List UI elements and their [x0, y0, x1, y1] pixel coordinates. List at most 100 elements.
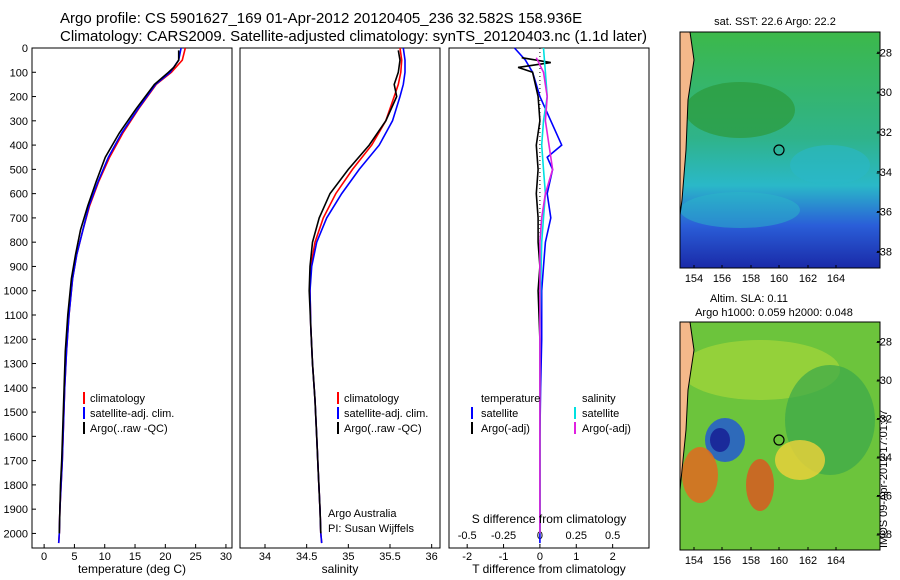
depth-tick-label: 300 — [10, 116, 28, 128]
depth-tick-label: 100 — [10, 67, 28, 79]
longitude-label: 164 — [827, 273, 845, 285]
legend-s-satellite: satellite — [582, 408, 619, 420]
latitude-label: -38 — [876, 246, 892, 258]
depth-tick-label: 1400 — [4, 383, 28, 395]
longitude-label: 164 — [827, 555, 845, 567]
legend-climatology: climatology — [90, 393, 146, 405]
x-tick-label: 35.5 — [379, 551, 400, 563]
depth-tick-label: 1600 — [4, 431, 28, 443]
legend-s-argo: Argo(-adj) — [582, 423, 631, 435]
x-tick-label: 36 — [426, 551, 438, 563]
legend-t-satellite: satellite — [481, 408, 518, 420]
pi-note: PI: Susan Wijffels — [328, 523, 414, 535]
legend-t-argo: Argo(-adj) — [481, 423, 530, 435]
s-difference-axis-title: S difference from climatology — [472, 512, 627, 526]
float-program-note: Argo Australia — [328, 508, 397, 520]
latitude-label: -32 — [876, 127, 892, 139]
latitude-label: -30 — [876, 375, 892, 387]
depth-tick-label: 900 — [10, 261, 28, 273]
legend-argo: Argo(..raw -QC) — [344, 423, 422, 435]
argo-location-marker — [773, 144, 785, 156]
sla-map: Altim. SLA: 0.11 Argo h1000: 0.059 h2000… — [679, 293, 892, 567]
salinity-axis-label: salinity — [322, 562, 359, 576]
sst-map: sat. SST: 22.6 Argo: 22.2 -28 -30 -32 -34 -3… — [679, 16, 892, 285]
sst-cool-patch — [680, 192, 800, 228]
depth-tick-label: 700 — [10, 213, 28, 225]
depth-tick-label: 2000 — [4, 528, 28, 540]
longitude-label: 156 — [713, 273, 731, 285]
legend-temperature-heading: temperature — [481, 393, 540, 405]
depth-tick-label: 1200 — [4, 334, 28, 346]
x-tick-label: 0 — [41, 551, 47, 563]
latitude-label: -34 — [876, 167, 892, 179]
depth-tick-label: 1300 — [4, 359, 28, 371]
depth-tick-labels: 0 100 200 300 400 500 600 700 800 900 1000 1100 1200… — [4, 43, 453, 540]
depth-tick-label: 1800 — [4, 480, 28, 492]
salinity-tick-labels: 34 34.5 35 35.5 36 — [259, 544, 438, 563]
series-line-argo-raw-qc — [58, 50, 180, 534]
salinity-legend: climatology satellite-adj. clim. Argo(..… — [337, 392, 428, 435]
latitude-label: -38 — [876, 529, 892, 541]
imos-credit: IMOS 09-Apr-2012 17:01:37 — [878, 409, 890, 548]
longitude-label: 160 — [770, 555, 788, 567]
difference-legend: temperature salinity satellite Argo(-adj… — [471, 393, 631, 435]
temperature-legend: climatology satellite-adj. clim. Argo(..… — [83, 392, 174, 435]
sla-anomaly-patch — [775, 440, 825, 480]
sla-map-title: Altim. SLA: 0.11 — [710, 293, 788, 305]
temperature-axis-label: temperature (deg C) — [78, 562, 186, 576]
longitude-label: 158 — [742, 555, 760, 567]
longitude-label: 154 — [685, 273, 703, 285]
latitude-label: -36 — [876, 490, 892, 502]
sst-cool-patch — [790, 145, 870, 185]
x-tick-label: 15 — [129, 551, 141, 563]
t-difference-axis-label: T difference from climatology — [472, 562, 626, 576]
s-difference-tick-label: -0.25 — [491, 530, 516, 542]
depth-tick-label: 1500 — [4, 407, 28, 419]
sla-high-anomaly — [682, 447, 718, 503]
difference-panel: -2 -1 0 1 2 -0.5 -0.25 0 0.25 0.5 T difference f… — [448, 47, 650, 576]
temperature-panel: 0100200300400500600700800900100011001200… — [4, 43, 453, 576]
sst-latitude-labels: -28 -30 -32 -34 -36 -38 — [876, 47, 892, 258]
x-tick-label: 1 — [573, 551, 579, 563]
difference-series — [513, 47, 563, 544]
series-line-salinity-argo-adj — [535, 57, 554, 534]
x-tick-label: 0 — [537, 551, 543, 563]
depth-tick-label: 1000 — [4, 286, 28, 298]
s-difference-tick-label: 0.5 — [605, 530, 620, 542]
header-line-2: Climatology: CARS2009. Satellite-adjuste… — [60, 28, 647, 45]
latitude-label: -30 — [876, 87, 892, 99]
x-tick-label: 30 — [220, 551, 232, 563]
sst-warm-patch — [685, 82, 795, 138]
latitude-label: -32 — [876, 414, 892, 426]
sst-map-frame — [679, 31, 881, 269]
difference-plot-frame — [448, 47, 650, 549]
temperature-series — [57, 47, 187, 544]
longitude-label: 162 — [799, 273, 817, 285]
sla-longitude-labels: 154 156 158 160 162 164 — [685, 547, 845, 567]
longitude-label: 158 — [742, 273, 760, 285]
depth-tick-label: 200 — [10, 92, 28, 104]
legend-salinity-heading: salinity — [582, 393, 616, 405]
depth-tick-label: 400 — [10, 140, 28, 152]
depth-tick-label: 1100 — [4, 310, 28, 322]
legend-satellite: satellite-adj. clim. — [344, 408, 428, 420]
series-line-argo-raw-qc — [308, 50, 401, 534]
temperature-tick-labels: 0 5 10 15 20 25 30 — [41, 544, 232, 563]
t-difference-tick-labels: -2 -1 0 1 2 — [462, 544, 616, 563]
x-tick-label: 25 — [190, 551, 202, 563]
depth-tick-label: 1700 — [4, 456, 28, 468]
x-tick-label: 10 — [99, 551, 111, 563]
x-tick-label: -2 — [462, 551, 472, 563]
temperature-plot-frame — [31, 47, 233, 549]
sst-map-title: sat. SST: 22.6 Argo: 22.2 — [714, 16, 836, 28]
sla-map-subtitle: Argo h1000: 0.059 h2000: 0.048 — [695, 307, 853, 319]
x-tick-label: -1 — [499, 551, 509, 563]
x-tick-label: 34 — [259, 551, 271, 563]
sla-low-core — [710, 428, 730, 452]
x-tick-label: 20 — [159, 551, 171, 563]
x-tick-label: 5 — [71, 551, 77, 563]
header-line-1: Argo profile: CS 5901627_169 01-Apr-2012… — [60, 10, 583, 27]
depth-tick-label: 0 — [22, 43, 28, 55]
sst-longitude-labels: 154 156 158 160 162 164 — [685, 265, 845, 285]
